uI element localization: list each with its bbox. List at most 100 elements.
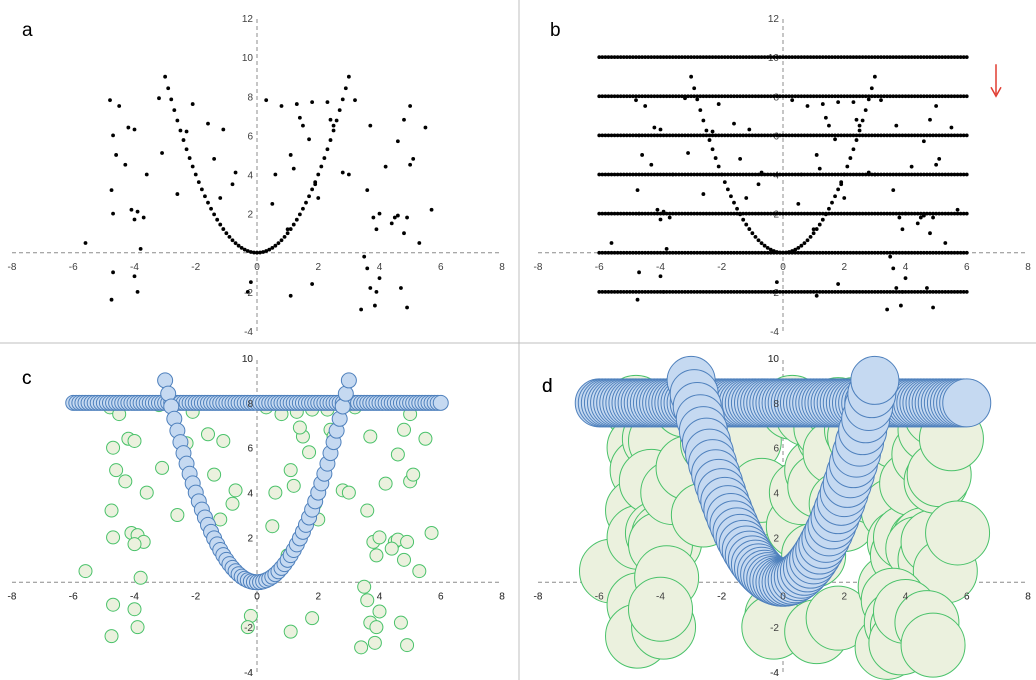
line-point bbox=[925, 172, 929, 177]
line-point bbox=[912, 55, 917, 60]
random-bubble bbox=[369, 548, 384, 563]
line-point bbox=[716, 55, 721, 60]
x-tick-label: -4 bbox=[656, 591, 665, 602]
parabola-point bbox=[857, 128, 862, 133]
line-point bbox=[814, 250, 819, 255]
line-point bbox=[750, 211, 755, 216]
line-point bbox=[918, 289, 923, 294]
parabola-point bbox=[255, 250, 259, 255]
line-point bbox=[958, 94, 963, 99]
line-point bbox=[606, 250, 611, 255]
line-point bbox=[793, 289, 798, 294]
line-point bbox=[631, 55, 635, 60]
line-point bbox=[964, 133, 969, 138]
line-point bbox=[750, 172, 755, 177]
line-point bbox=[771, 172, 776, 177]
line-point bbox=[955, 211, 960, 216]
random-bubble bbox=[268, 485, 283, 500]
line-point bbox=[854, 94, 859, 99]
line-point bbox=[790, 172, 795, 177]
line-point bbox=[940, 289, 945, 294]
line-point bbox=[646, 289, 651, 294]
line-point bbox=[937, 94, 942, 99]
line-point bbox=[600, 55, 605, 60]
random-point bbox=[915, 221, 920, 226]
line-point bbox=[805, 94, 810, 99]
line-point bbox=[750, 94, 755, 99]
line-point bbox=[897, 289, 902, 294]
line-point bbox=[934, 55, 939, 60]
random-point bbox=[897, 215, 902, 220]
line-point bbox=[928, 55, 932, 60]
random-point bbox=[402, 231, 406, 236]
line-point bbox=[701, 211, 706, 216]
line-point bbox=[799, 55, 804, 60]
random-point bbox=[405, 305, 409, 310]
line-point bbox=[680, 94, 684, 99]
line-point bbox=[597, 211, 602, 216]
line-point bbox=[735, 172, 739, 177]
random-point bbox=[716, 102, 721, 106]
line-point bbox=[842, 55, 847, 60]
random-point bbox=[891, 266, 896, 271]
parabola-point bbox=[713, 156, 718, 160]
parabola-point bbox=[827, 206, 831, 211]
line-point bbox=[793, 55, 798, 60]
line-point bbox=[940, 55, 945, 60]
line-point bbox=[664, 55, 669, 60]
random-point bbox=[872, 172, 877, 177]
line-point bbox=[692, 250, 697, 255]
line-point bbox=[756, 133, 761, 138]
line-point bbox=[863, 94, 868, 99]
parabola-point bbox=[753, 235, 758, 239]
line-point bbox=[921, 289, 926, 294]
random-bubble bbox=[424, 525, 439, 540]
line-point bbox=[845, 211, 850, 216]
parabola-point bbox=[233, 241, 238, 246]
line-point bbox=[640, 94, 645, 99]
line-point bbox=[634, 289, 638, 294]
line-point bbox=[637, 172, 641, 177]
random-point bbox=[643, 104, 648, 108]
random-point bbox=[774, 280, 779, 284]
line-point bbox=[716, 172, 721, 177]
line-point bbox=[946, 94, 951, 99]
line-point bbox=[888, 250, 893, 255]
parabola-point bbox=[282, 235, 287, 239]
y-tick-label: 10 bbox=[242, 354, 254, 365]
line-point bbox=[830, 211, 834, 216]
parabola-bubble bbox=[157, 372, 174, 389]
line-point bbox=[823, 133, 828, 138]
line-point bbox=[597, 289, 602, 294]
random-bubble bbox=[106, 440, 121, 455]
line-point bbox=[799, 133, 804, 138]
line-point bbox=[609, 250, 614, 255]
line-point bbox=[891, 289, 896, 294]
parabola-point bbox=[750, 231, 755, 236]
random-point bbox=[771, 289, 776, 294]
line-point bbox=[701, 133, 706, 138]
line-point bbox=[606, 94, 611, 99]
random-point bbox=[429, 207, 434, 212]
random-bubble bbox=[104, 629, 119, 644]
line-point bbox=[725, 94, 730, 99]
random-bubble bbox=[170, 508, 185, 522]
line-point bbox=[643, 172, 648, 177]
line-point bbox=[695, 94, 700, 99]
line-point bbox=[823, 55, 828, 60]
line-point bbox=[768, 133, 773, 138]
line-point bbox=[934, 172, 939, 177]
line-point bbox=[805, 172, 810, 177]
line-point bbox=[793, 94, 798, 99]
line-point bbox=[869, 172, 874, 177]
y-tick-label: -4 bbox=[770, 327, 779, 338]
line-point bbox=[686, 211, 690, 216]
line-point bbox=[879, 94, 883, 99]
line-point bbox=[814, 172, 819, 177]
line-point bbox=[894, 250, 899, 255]
line-point bbox=[958, 172, 963, 177]
random-point bbox=[117, 104, 122, 108]
line-point bbox=[710, 94, 715, 99]
parabola-point bbox=[236, 243, 241, 248]
